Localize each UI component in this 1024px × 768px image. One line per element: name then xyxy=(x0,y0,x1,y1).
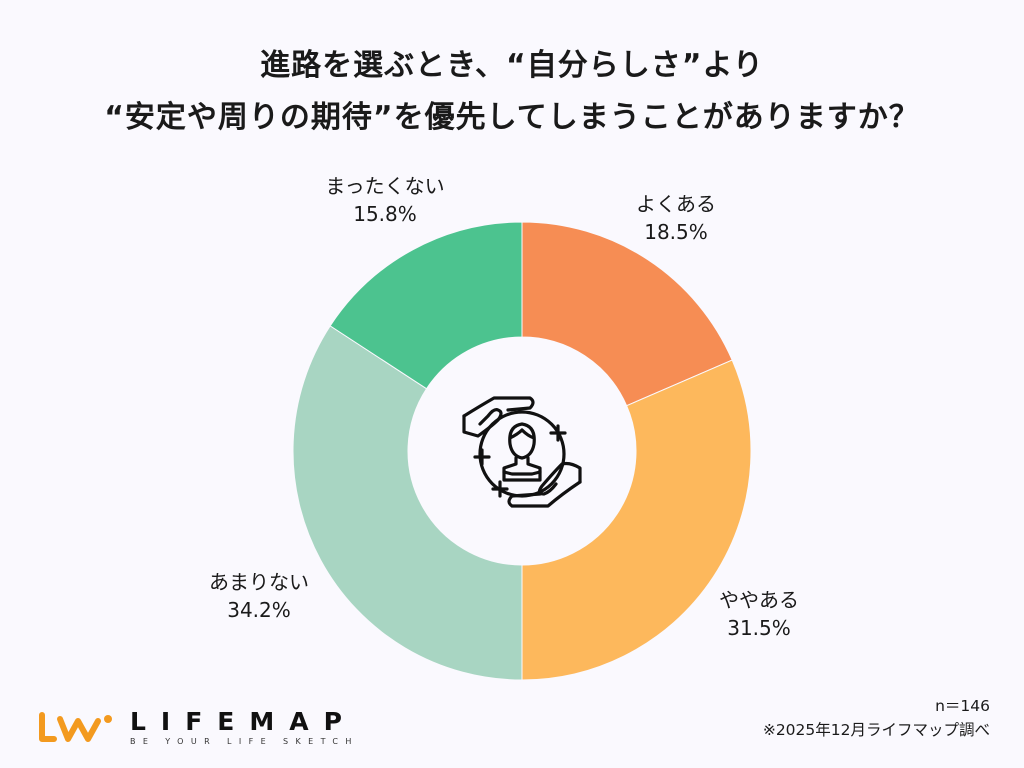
label-value: 18.5% xyxy=(644,220,708,244)
label-name: あまりない xyxy=(209,570,309,594)
label-yayaaru: ややある 31.5% xyxy=(719,586,799,642)
label-value: 34.2% xyxy=(227,598,291,622)
label-name: まったくない xyxy=(325,174,445,198)
label-name: ややある xyxy=(719,588,799,612)
lifemap-logo: LIFEMAP BE YOUR LIFE SKETCH xyxy=(38,706,359,746)
hands-protecting-person-icon xyxy=(462,396,582,508)
chart-title-line-1: 進路を選ぶとき、“自分らしさ”より xyxy=(260,48,764,83)
chart-title: 進路を選ぶとき、“自分らしさ”より “安定や周りの期待”を優先してしまうことがあ… xyxy=(0,40,1024,144)
donut-hole xyxy=(408,337,636,565)
chart-title-line-2: “安定や周りの期待”を優先してしまうことがありますか？ xyxy=(104,100,920,135)
logo-tagline: BE YOUR LIFE SKETCH xyxy=(130,736,359,746)
label-mattakunai: まったくない 15.8% xyxy=(325,172,444,228)
label-name: よくある xyxy=(636,192,716,216)
lifemap-logo-mark-icon xyxy=(39,712,112,742)
logo-name: LIFEMAP xyxy=(130,706,357,736)
footnote: n＝146 ※2025年12月ライフマップ調べ xyxy=(763,694,990,742)
label-yokuaru: よくある 18.5% xyxy=(636,190,716,246)
source-note: ※2025年12月ライフマップ調べ xyxy=(762,721,990,739)
label-amarinai: あまりない 34.2% xyxy=(209,568,309,624)
label-value: 31.5% xyxy=(727,616,791,640)
sample-size: n＝146 xyxy=(935,697,990,715)
label-value: 15.8% xyxy=(353,202,417,226)
